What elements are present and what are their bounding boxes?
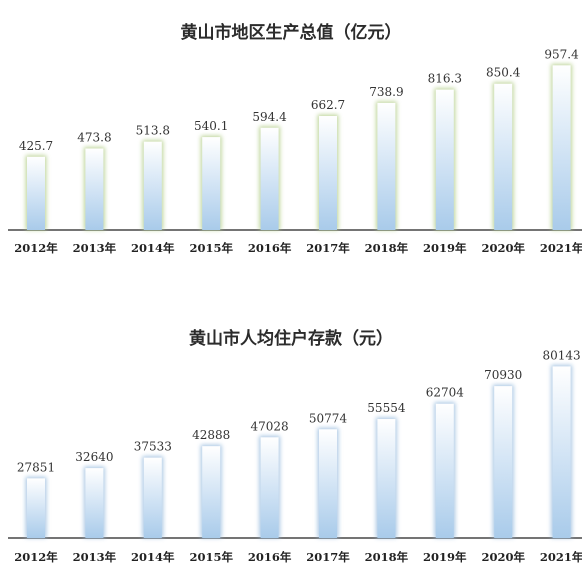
gdp-bar	[202, 137, 221, 230]
deposit-bar	[494, 386, 513, 538]
gdp-bar	[85, 148, 104, 230]
deposit-chart-svg: 黄山市人均住户存款（元） 27851 2012年 32640 2013年 37533 20…	[8, 328, 582, 564]
deposit-chart-title: 黄山市人均住户存款（元）	[189, 328, 393, 349]
deposit-value-label: 70930	[484, 368, 522, 382]
deposit-chart: 黄山市人均住户存款（元） 27851 2012年 32640 2013年 37533 20…	[0, 300, 582, 585]
gdp-value-label: 540.1	[194, 119, 228, 133]
deposit-value-label: 55554	[367, 401, 406, 415]
deposit-category-label: 2012年	[14, 550, 58, 564]
gdp-value-label: 738.9	[369, 85, 403, 99]
gdp-value-label: 513.8	[136, 124, 170, 138]
deposit-category-label: 2016年	[248, 550, 292, 564]
deposit-category-label: 2020年	[481, 550, 525, 564]
deposit-category-label: 2017年	[306, 550, 350, 564]
gdp-bar	[143, 141, 162, 230]
deposit-category-label: 2019年	[423, 550, 467, 564]
gdp-value-label: 594.4	[252, 110, 287, 124]
gdp-category-label: 2019年	[423, 241, 467, 255]
deposit-value-label: 32640	[75, 450, 113, 464]
gdp-category-label: 2016年	[248, 241, 292, 255]
gdp-chart-title: 黄山市地区生产总值（亿元）	[181, 22, 402, 43]
gdp-bar	[494, 83, 513, 230]
deposit-value-label: 27851	[17, 460, 55, 474]
gdp-bar	[435, 89, 454, 230]
deposit-category-label: 2013年	[73, 550, 117, 564]
gdp-value-label: 425.7	[19, 139, 53, 153]
deposit-bar	[552, 366, 571, 538]
gdp-bar	[27, 156, 45, 230]
deposit-category-label: 2021年	[540, 550, 582, 564]
deposit-value-label: 37533	[134, 440, 172, 454]
gdp-bar	[319, 116, 337, 230]
gdp-value-label: 662.7	[311, 98, 345, 112]
deposit-value-label: 42888	[192, 428, 230, 442]
deposit-bar	[319, 429, 337, 538]
gdp-category-label: 2020年	[481, 241, 525, 255]
deposit-value-label: 80143	[543, 348, 581, 362]
deposit-category-label: 2014年	[131, 550, 175, 564]
gdp-category-label: 2018年	[365, 241, 409, 255]
deposit-bar	[85, 468, 104, 538]
gdp-category-label: 2013年	[73, 241, 117, 255]
deposit-bar	[27, 478, 45, 538]
gdp-value-label: 473.8	[77, 131, 111, 145]
gdp-value-label: 957.4	[544, 47, 579, 61]
deposit-bar	[435, 403, 454, 538]
gdp-bar	[377, 102, 396, 230]
deposit-category-label: 2015年	[189, 550, 233, 564]
deposit-bar	[260, 437, 279, 538]
deposit-value-label: 62704	[426, 386, 465, 400]
deposit-value-label: 50774	[309, 411, 348, 425]
gdp-category-label: 2014年	[131, 241, 175, 255]
deposit-bar	[143, 457, 162, 538]
gdp-value-label: 816.3	[428, 72, 462, 86]
gdp-category-label: 2015年	[189, 241, 233, 255]
gdp-category-label: 2017年	[306, 241, 350, 255]
deposit-bar	[202, 446, 221, 538]
gdp-bars: 425.7 2012年 473.8 2013年 513.8 2014年 540.1 2015年…	[8, 47, 582, 255]
gdp-chart-svg: 黄山市地区生产总值（亿元） 425.7 2012年 473.8 2013年 513.8 2…	[8, 22, 582, 255]
gdp-bar	[260, 127, 279, 230]
deposit-bar	[377, 419, 396, 538]
deposit-bars: 27851 2012年 32640 2013年 37533 2014年 42888 2015年…	[8, 348, 582, 564]
gdp-category-label: 2012年	[14, 241, 58, 255]
deposit-category-label: 2018年	[365, 550, 409, 564]
gdp-chart: 黄山市地区生产总值（亿元） 425.7 2012年 473.8 2013年 513.8 2…	[0, 0, 582, 270]
gdp-category-label: 2021年	[540, 241, 582, 255]
gdp-value-label: 850.4	[486, 66, 521, 80]
deposit-value-label: 47028	[251, 419, 289, 433]
gdp-bar	[552, 65, 571, 230]
